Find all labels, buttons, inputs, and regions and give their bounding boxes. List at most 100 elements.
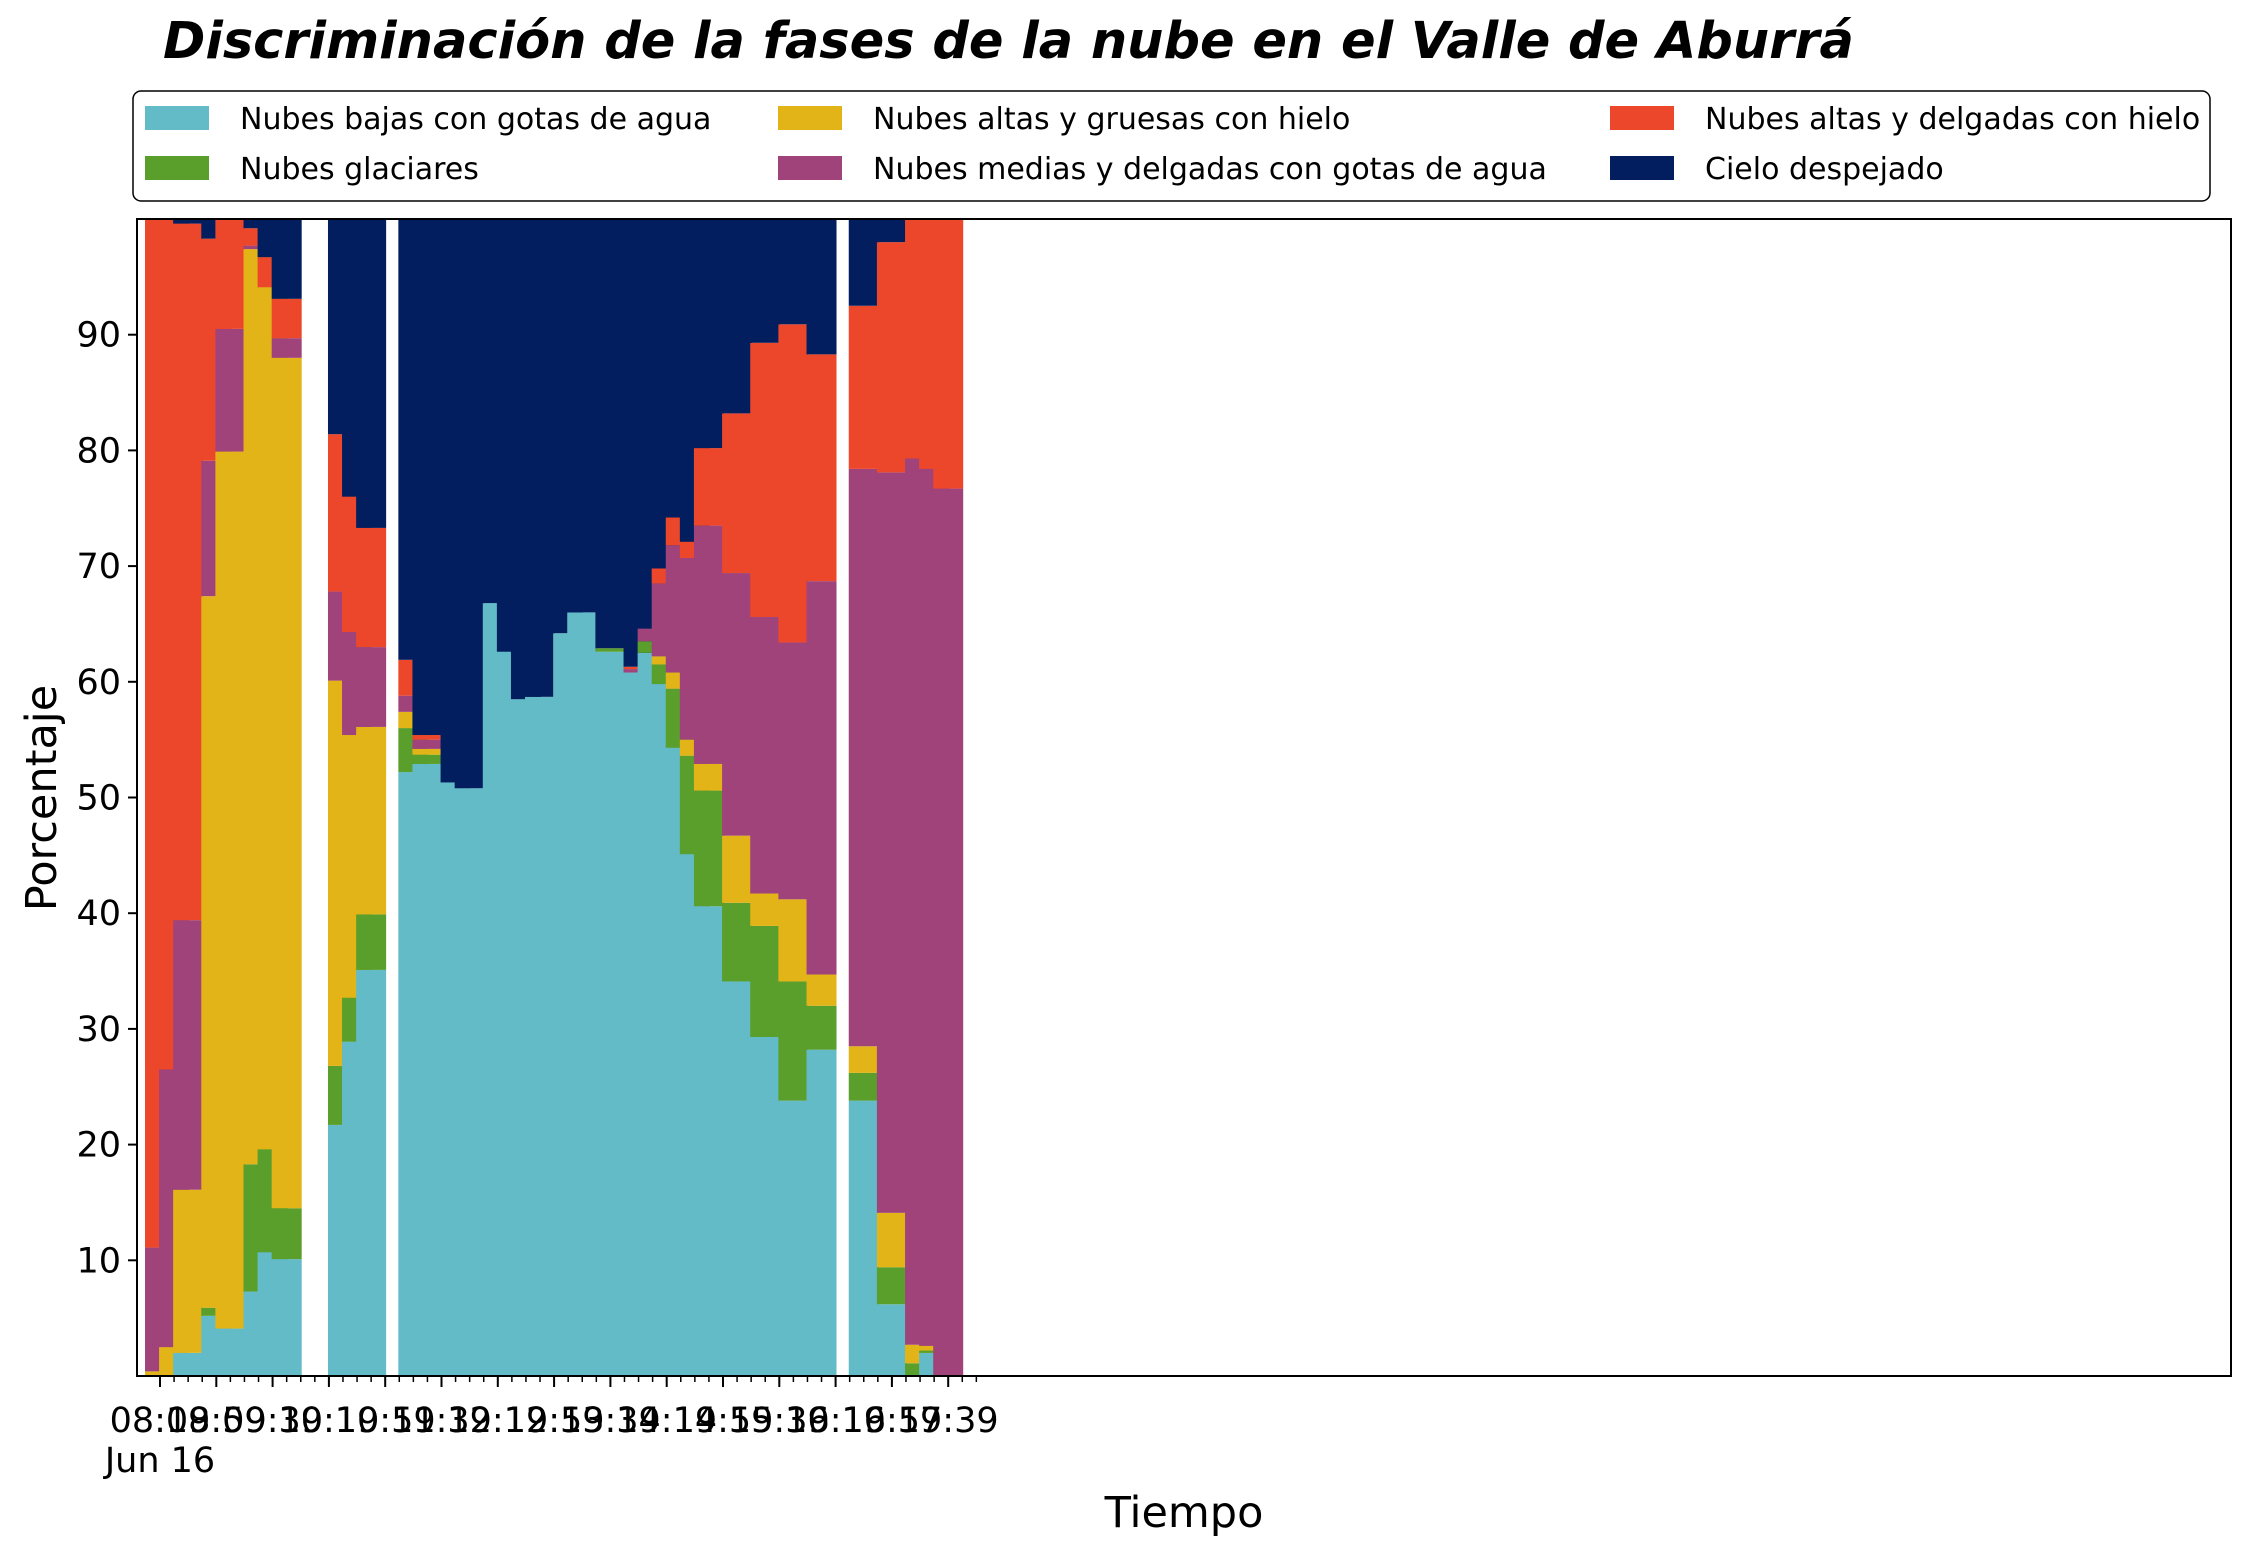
bar-segment [356,726,387,915]
bar-segment [722,573,753,836]
bar-segment [848,219,879,306]
x-tick-label: 10:59 [335,1401,436,1441]
x-date-label: Jun 16 [103,1441,215,1481]
bars [145,219,964,1377]
x-tick-label: 14:59 [673,1401,774,1441]
bar-segment [173,1189,204,1353]
bar-segment [412,219,443,736]
x-tick-label: 15:39 [729,1401,830,1441]
bar-segment [356,527,387,648]
x-tick-label: 16:19 [785,1401,886,1441]
bar-segment [215,328,246,452]
bar-segment [412,739,443,749]
bar-segment [271,357,302,1209]
x-tick-label: 08:59 [166,1401,267,1441]
y-axis: 10 20 30 40 50 60 70 80 90 [76,316,137,1281]
bar-segment [876,219,907,243]
y-tick-label: 80 [76,431,121,471]
bar-segment [693,448,724,526]
bar-segment [848,1100,879,1376]
bar-segment [750,1037,781,1376]
bar-segment [778,1100,809,1376]
bar-segment [173,219,204,224]
bar-segment [693,763,724,791]
bar-segment [595,651,626,1376]
bar-segment [173,920,204,1190]
legend-swatch [1610,106,1674,130]
bar-segment [567,612,598,1376]
legend: Nubes bajas con gotas de agua Nubes glaci… [132,90,2211,202]
bar-segment [750,893,781,926]
bar-segment [722,835,753,903]
bar-segment [215,1328,246,1376]
bar-segment [454,788,485,1376]
y-axis-label: Porcentaje [17,685,67,911]
legend-swatch [1610,156,1674,180]
bar-segment [848,468,879,1047]
bar-segment [525,696,556,1376]
bar-segment [722,413,753,574]
bar-segment [271,219,302,299]
bar-segment [778,324,809,643]
bar-segment [454,219,485,789]
bar-segment [778,981,809,1101]
bar-segment [750,925,781,1037]
y-tick-label: 70 [76,547,121,587]
y-tick-label: 40 [76,894,121,934]
bar-segment [722,981,753,1376]
bar-segment [356,219,387,528]
bar-segment [806,354,837,582]
bar-segment [693,790,724,907]
bar-segment [806,1049,837,1376]
bar-segment [693,525,724,764]
bar-segment [271,1208,302,1260]
bar-segment [412,735,443,740]
legend-label: Nubes altas y gruesas con hielo [873,102,1350,137]
x-tick-label: 14:19 [616,1401,717,1441]
bar-segment [412,748,443,755]
chart-title: Discriminación de la fases de la nube en… [163,12,1854,71]
bar-segment [848,1072,879,1101]
bar-segment [933,488,964,1377]
legend-label: Nubes altas y delgadas con hielo [1705,102,2200,137]
bar-segment [173,1352,204,1376]
x-tick-label: 11:39 [391,1401,492,1441]
x-tick-label: 08:19 [110,1401,211,1441]
y-tick-label: 60 [76,663,121,703]
bar-segment [567,219,598,613]
x-tick-label: 13:39 [560,1401,661,1441]
bar-segment [750,617,781,894]
bar-segment [848,1046,879,1073]
bar-segment [876,1304,907,1376]
bar-segment [525,219,556,697]
bar-segment [173,223,204,921]
x-tick-label: 10:19 [278,1401,379,1441]
bar-segment [876,242,907,473]
bar-segment [750,342,781,618]
legend-label: Cielo despejado [1705,152,1944,187]
bar-segment [722,219,753,414]
x-axis-label: Tiempo [1104,1488,1264,1538]
bar-segment [778,219,809,325]
bar-segment [412,763,443,1376]
bar-segment [876,1212,907,1268]
bar-segment [933,219,964,489]
bar-segment [778,642,809,900]
x-tick-label: 16:59 [841,1401,942,1441]
legend-swatch [145,156,209,180]
x-tick-label: 12:59 [504,1401,605,1441]
bar-segment [215,451,246,1329]
plot-frame [136,218,2232,1377]
bar-segment [595,219,626,649]
bar-segment [271,298,302,339]
y-tick-label: 30 [76,1010,121,1050]
bar-segment [356,647,387,727]
legend-label: Nubes medias y delgadas con gotas de agu… [873,152,1547,187]
x-axis: 08:1908:5909:3910:1910:5911:3912:1912:59… [110,1376,999,1441]
y-tick-label: 10 [76,1241,121,1281]
bar-segment [412,754,443,764]
bar-segment [806,974,837,1006]
bar-segment [356,914,387,970]
bar-segment [806,581,837,975]
